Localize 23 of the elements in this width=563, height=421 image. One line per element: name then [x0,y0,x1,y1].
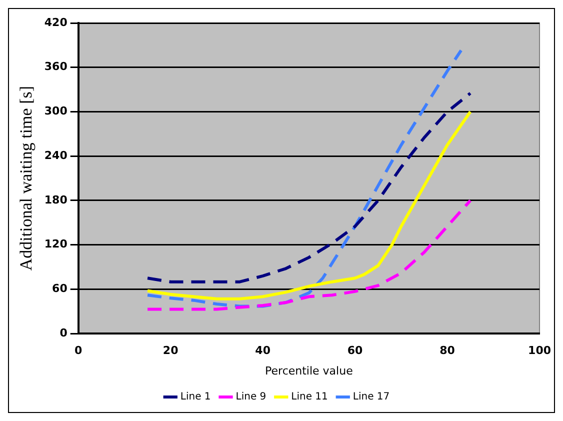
y-tick-label: 0 [60,326,68,340]
line-series [146,198,472,311]
y-tick-label: 60 [52,282,68,296]
y-tick-label: 420 [44,16,68,29]
legend-label: Line 9 [236,392,266,403]
x-tick-label: 80 [440,344,456,358]
line-series [146,48,463,308]
x-tick-label: 60 [347,344,364,358]
y-tick-label: 240 [44,148,68,162]
y-tick-label: 120 [44,238,68,251]
x-tick-label: 40 [255,344,271,358]
x-tick-label: 100 [528,344,552,358]
y-axis-title: Additional waiting time [s] [16,86,36,271]
y-tick-label: 360 [44,60,68,74]
x-tick-label: 20 [162,344,179,358]
x-tick-label: 0 [74,344,83,358]
y-tick-label: 300 [44,104,68,118]
x-axis-title: Percentile value [265,364,354,378]
y-tick-label: 180 [44,193,68,206]
line-series [146,92,472,284]
legend-label: Line 17 [352,392,390,403]
legend-label: Line 1 [180,392,211,403]
legend-label: Line 11 [291,392,328,403]
